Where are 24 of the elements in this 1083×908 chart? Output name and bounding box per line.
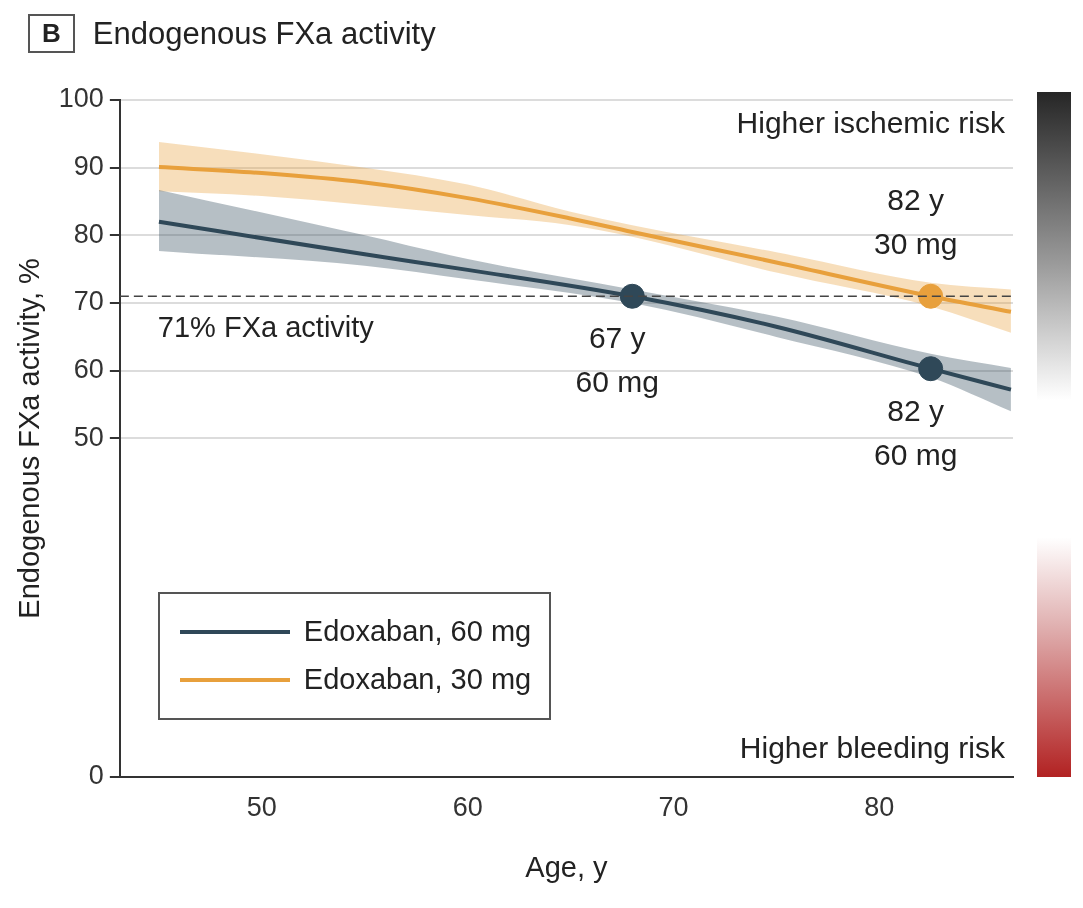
y-tick-label: 80 (73, 218, 104, 249)
line-series (156, 165, 1013, 314)
text: B (28, 14, 75, 53)
data-label: 67 y 60 mg (575, 320, 659, 401)
x-tick-label: 70 (658, 792, 689, 823)
data-label: 82 y 30 mg (873, 182, 958, 263)
legend-label: Edoxaban, 60 mg (303, 615, 532, 649)
y-tick-label: 0 (88, 760, 104, 791)
chart-title: Endogenous FXa activity (92, 15, 436, 52)
annotation: Higher ischemic risk (736, 106, 1005, 140)
x-tick-label: 60 (452, 792, 483, 823)
y-tick-label: 90 (73, 151, 104, 182)
y-tick-label: 100 (58, 83, 104, 114)
x-tick-label: 50 (246, 792, 277, 823)
annotation: Higher bleeding risk (739, 730, 1005, 765)
y-tick-label: 50 (73, 421, 104, 452)
y-axis-title: Endogenous FXa activity, % (13, 258, 46, 619)
data-label: 82 y 60 mg (873, 392, 958, 473)
legend-label: Edoxaban, 30 mg (303, 663, 532, 697)
ref-line-label: 71% FXa activity (157, 310, 375, 343)
y-tick-label: 70 (73, 286, 104, 317)
x-axis-title: Age, y (525, 850, 609, 883)
x-tick-label: 80 (864, 792, 895, 823)
y-tick-label: 60 (73, 354, 104, 385)
